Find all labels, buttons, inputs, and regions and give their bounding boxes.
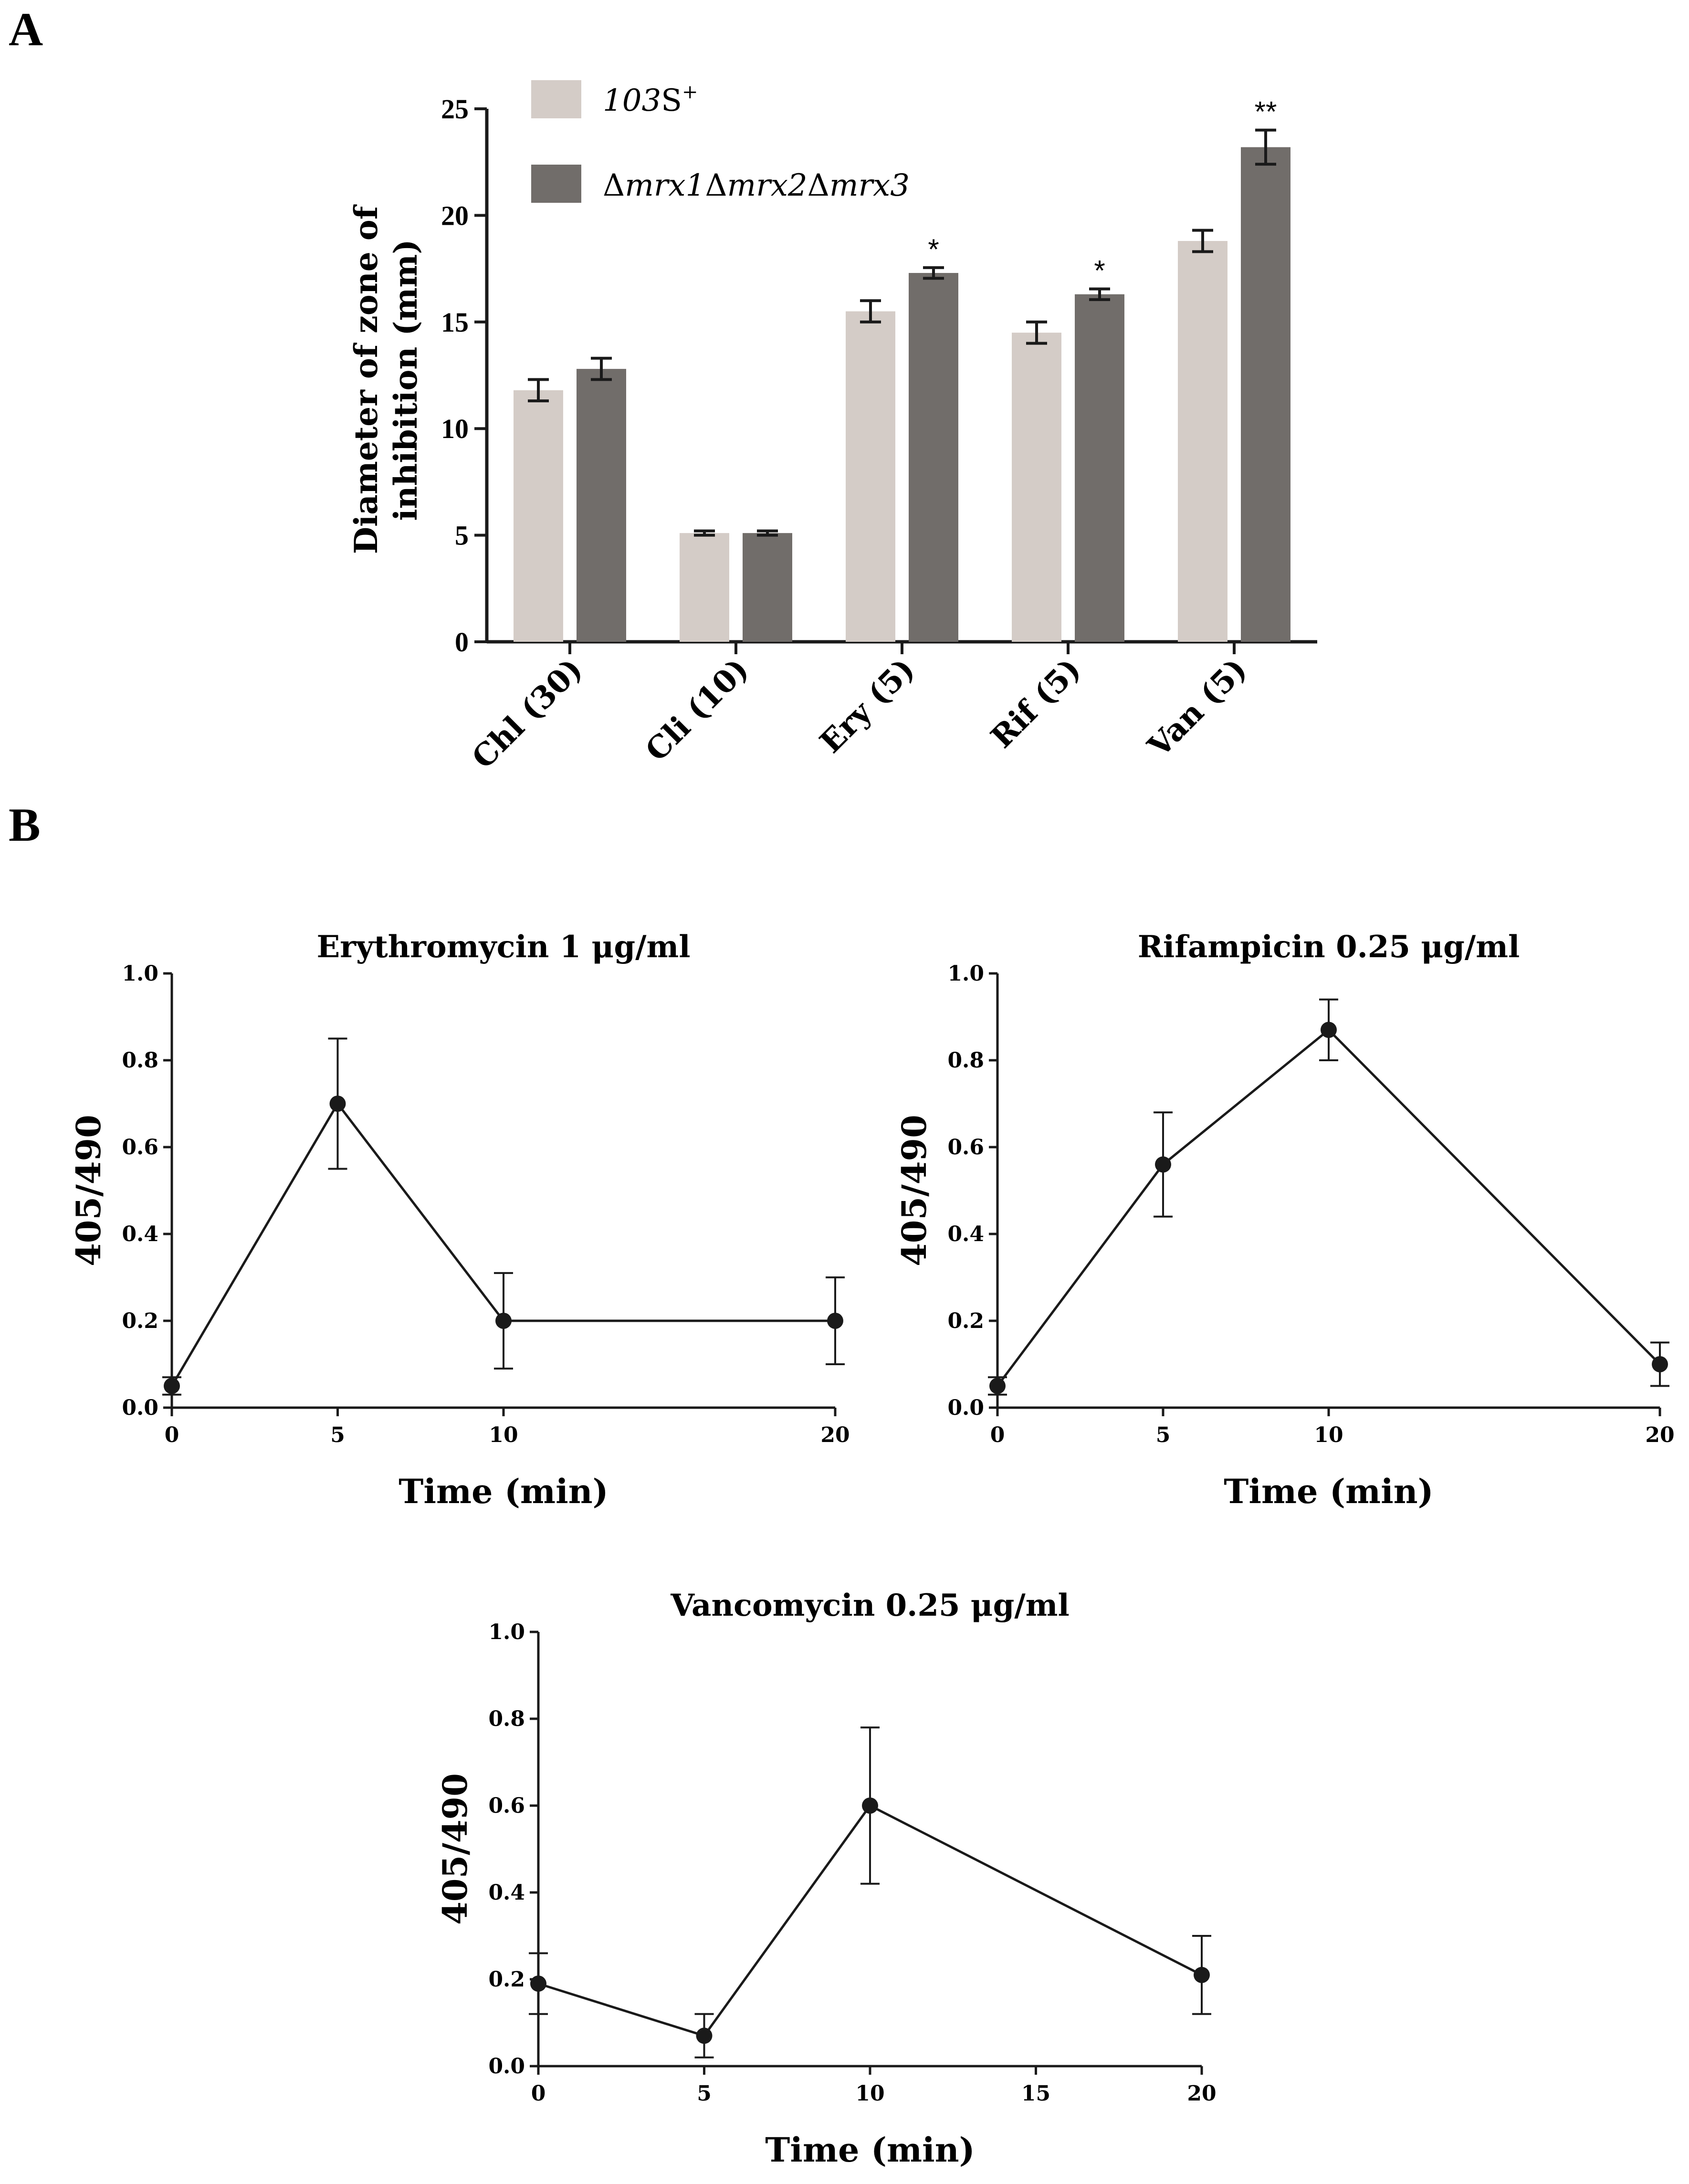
y-axis-title: 405/490 <box>894 1115 934 1266</box>
data-point <box>862 1797 878 1814</box>
y-tick-label: 0.4 <box>947 1222 984 1246</box>
y-axis-title: 405/490 <box>69 1115 108 1266</box>
legend-swatch-mutant <box>531 165 581 203</box>
y-axis-title-line: inhibition (mm) <box>387 239 424 521</box>
bar <box>680 533 729 642</box>
y-tick-label: 0.4 <box>488 1881 525 1905</box>
legend-swatch-wild-type <box>531 80 581 118</box>
line-chart-rifampicin: 0.0 0.2 0.4 0.6 0.8 1.0 0 5 10 20 Rifampicin 0.25 … <box>894 929 1675 1511</box>
x-tick-label: 5 <box>330 1423 345 1447</box>
bar <box>743 533 792 642</box>
x-tick-label: 0 <box>165 1423 179 1447</box>
x-tick-label: 0 <box>531 2081 546 2106</box>
x-tick-label: 10 <box>855 2081 884 2106</box>
y-axis-title-line: Diameter of zone of <box>347 204 385 554</box>
x-tick-label: 20 <box>1187 2081 1216 2106</box>
y-tick-label: 0.4 <box>122 1222 158 1246</box>
data-point <box>1194 1966 1210 1983</box>
x-tick-label: 20 <box>820 1423 850 1447</box>
y-tick-label: 1.0 <box>122 961 158 986</box>
bar <box>1241 147 1290 642</box>
y-tick-label: 0.8 <box>488 1707 525 1731</box>
x-axis-title: Time (min) <box>765 2130 975 2170</box>
bar-chart-zone-of-inhibition: A 0 5 10 15 20 25 Diameter of zone of inhibition… <box>9 3 1317 776</box>
data-point <box>1652 1356 1668 1372</box>
y-tick-label: 20 <box>441 200 469 231</box>
y-tick-label: 0.8 <box>122 1048 158 1073</box>
bar <box>846 311 895 642</box>
y-tick-label: 0.2 <box>947 1309 984 1333</box>
significance-marker: * <box>1094 255 1105 287</box>
bar <box>1012 333 1061 642</box>
bar <box>1178 241 1227 642</box>
y-tick-label: 0.0 <box>122 1396 158 1420</box>
y-tick-label: 0.0 <box>947 1396 984 1420</box>
category-label: Chl (30) <box>465 651 590 776</box>
bar <box>577 369 626 642</box>
series-line <box>170 1101 835 1387</box>
significance-marker: * <box>928 233 939 265</box>
category-label: Van (5) <box>1141 651 1254 764</box>
y-axis-title: 405/490 <box>435 1773 475 1925</box>
data-point <box>1155 1156 1171 1173</box>
y-tick-label: 0.2 <box>488 1967 525 1992</box>
panel-label-b: B <box>9 798 41 851</box>
y-tick-label: 0.8 <box>947 1048 984 1073</box>
series-line <box>538 1804 1203 2038</box>
x-tick-label: 5 <box>1156 1423 1171 1447</box>
data-point <box>495 1313 512 1329</box>
x-tick-label: 15 <box>1021 2081 1050 2106</box>
y-tick-label: 0.6 <box>488 1794 525 1818</box>
x-tick-label: 20 <box>1645 1423 1674 1447</box>
x-tick-label: 5 <box>697 2081 712 2106</box>
y-tick-label: 0.6 <box>947 1135 984 1160</box>
x-tick-label: 10 <box>1314 1423 1343 1447</box>
y-tick-label: 1.0 <box>947 961 984 986</box>
chart-title: Erythromycin 1 μg/ml <box>317 929 691 965</box>
legend-label-mutant: Δmrx1Δmrx2Δmrx3 <box>603 168 910 203</box>
y-tick-label: 1.0 <box>488 1620 525 1644</box>
line-chart-erythromycin: B 0.0 0.2 0.4 0.6 0.8 1.0 0 5 10 20 Erythromycin 1 … <box>9 798 850 1511</box>
data-point <box>696 2027 713 2044</box>
category-label: Rif (5) <box>984 651 1088 755</box>
x-axis-title: Time (min) <box>399 1472 608 1511</box>
x-axis-title: Time (min) <box>1224 1472 1433 1511</box>
bar <box>909 273 958 642</box>
category-label: Ery (5) <box>813 651 922 760</box>
y-tick-label: 0.6 <box>122 1135 158 1160</box>
data-point <box>530 1975 546 1992</box>
x-tick-label: 0 <box>990 1423 1005 1447</box>
y-tick-label: 25 <box>441 94 469 125</box>
data-point <box>164 1378 180 1394</box>
y-tick-label: 15 <box>441 307 469 338</box>
panel-label-a: A <box>9 3 43 56</box>
data-point <box>329 1096 346 1112</box>
category-label: Cli (10) <box>639 651 755 768</box>
chart-title: Rifampicin 0.25 μg/ml <box>1138 929 1520 965</box>
significance-marker: ** <box>1255 96 1277 128</box>
series-line <box>996 1028 1661 1387</box>
y-tick-label: 0 <box>455 627 469 658</box>
data-point <box>989 1378 1006 1394</box>
y-tick-label: 0.2 <box>122 1309 158 1333</box>
bar <box>514 390 563 642</box>
line-chart-vancomycin: 0.0 0.2 0.4 0.6 0.8 1.0 0 5 10 15 20 Vancomycin 0.2… <box>435 1588 1217 2170</box>
y-tick-label: 10 <box>441 413 469 444</box>
y-tick-label: 5 <box>455 520 469 551</box>
chart-title: Vancomycin 0.25 μg/ml <box>670 1588 1070 1623</box>
data-point <box>827 1313 843 1329</box>
y-tick-label: 0.0 <box>488 2054 525 2079</box>
bar <box>1075 294 1124 642</box>
data-point <box>1321 1022 1337 1038</box>
x-tick-label: 10 <box>489 1423 518 1447</box>
legend-label-wild-type: 103S+ <box>603 81 698 118</box>
